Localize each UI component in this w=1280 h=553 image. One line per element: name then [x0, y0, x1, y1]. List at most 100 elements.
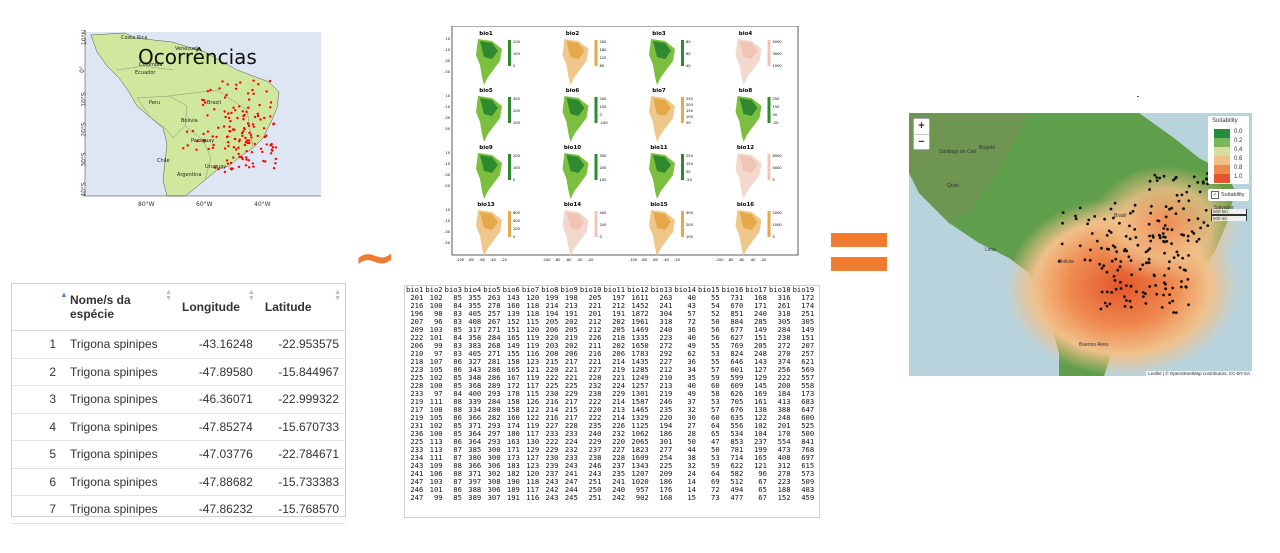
bioclim-cell: 781	[730, 445, 744, 454]
zoom-control: + −	[913, 118, 930, 150]
table-row[interactable]: 1 Trigona spinipes -43.16248 -22.953575	[12, 330, 345, 359]
bioclim-cell: 199	[753, 445, 767, 454]
bioclim-cell: 558	[801, 381, 815, 390]
suitability-point	[1162, 235, 1165, 239]
suitability-point	[1098, 262, 1102, 266]
bioclim-cell: 250	[588, 485, 602, 494]
suitability-point	[1118, 221, 1121, 225]
zoom-in-button[interactable]: +	[914, 119, 929, 135]
bioclim-cell: 40	[687, 333, 697, 342]
bioclim-cell: 1062	[631, 429, 649, 438]
suitability-point	[1087, 218, 1091, 222]
table-row[interactable]: 5 Trigona spinipes -47.03776 -22.784671	[12, 440, 345, 469]
bioclim-cell: 240	[612, 485, 626, 494]
bioclim-panel: bio3 80 60 40	[649, 31, 691, 85]
bioclim-panel-title: bio14	[564, 202, 581, 208]
suitability-point	[1147, 257, 1151, 261]
column-header-latitude[interactable]: Latitude ▲ ▼	[258, 284, 345, 331]
bioclim-cell: 473	[777, 445, 791, 454]
suitability-map[interactable]: Santiago de Cali Bogotá Quito Lima Brasil Bol…	[909, 113, 1252, 376]
column-header-longitude[interactable]: Longitude ▲ ▼	[176, 284, 259, 331]
bioclim-x-tick: -20	[588, 258, 595, 262]
bioclim-cell: 86	[453, 485, 462, 494]
table-cell-lat: -22.953575	[258, 330, 345, 359]
table-row[interactable]: 6 Trigona spinipes -47.88682 -15.733383	[12, 468, 345, 496]
bioclim-cell: 123	[526, 461, 540, 470]
occurrence-map-title: Ocorrências	[138, 45, 257, 69]
column-header-species[interactable]: Nome/s da espécie ▲ ▼	[64, 284, 176, 331]
suitability-point	[1168, 293, 1171, 296]
sort-icon[interactable]: ▲ ▼	[247, 289, 255, 302]
occurrence-point	[232, 156, 235, 159]
table-row[interactable]: 3 Trigona spinipes -46.36071 -22.999322	[12, 385, 345, 414]
bioclim-cell: 408	[777, 453, 791, 462]
suitability-point	[1158, 234, 1162, 238]
bioclim-cell: 86	[453, 365, 462, 374]
sort-icon[interactable]: ▲ ▼	[165, 289, 172, 302]
bioclim-cell: 1257	[631, 381, 649, 390]
occurrence-point	[268, 79, 272, 83]
bioclim-cell: 171	[753, 301, 767, 310]
table-row[interactable]: 2 Trigona spinipes -47.89580 -15.844967	[12, 358, 345, 386]
bioclim-cell: 64	[711, 421, 720, 430]
table-row[interactable]: 4 Trigona spinipes -47.85274 -15.670733	[12, 413, 345, 441]
bioclim-cell: 1872	[631, 309, 649, 318]
bioclim-legend-tick: 50	[686, 170, 691, 174]
bioclim-cell: 216	[410, 301, 424, 310]
bioclim-grid-svg: bio12001000bio220016012080bio3806040bio4…	[444, 25, 799, 262]
layer-control[interactable]: ✓ Suitability	[1208, 189, 1249, 201]
suitability-point	[1074, 214, 1077, 218]
suitability-point	[1113, 245, 1117, 249]
bioclim-cell: 127	[526, 453, 540, 462]
bioclim-map-shade	[653, 41, 671, 59]
bioclim-y-tick: 10	[445, 208, 450, 212]
bioclim-cell: 233	[564, 429, 578, 438]
bioclim-legend-tick: 50	[773, 113, 778, 117]
bioclim-column-header: bio15	[698, 285, 720, 294]
bioclim-cell: 196	[410, 309, 424, 318]
table-cell-lon: -47.85274	[176, 413, 259, 441]
suitability-point	[1180, 280, 1183, 283]
occurrence-point	[262, 159, 265, 163]
bioclim-cell: 405	[468, 309, 482, 318]
suitability-point	[1148, 247, 1152, 251]
zoom-out-button[interactable]: −	[918, 136, 925, 148]
sort-ascending-icon[interactable]: ▲	[60, 290, 68, 299]
suitability-point	[1102, 264, 1106, 268]
bioclim-column-header: bio19	[792, 285, 815, 294]
bioclim-cell: 55	[711, 341, 720, 350]
bioclim-panel: bio11 250 150 50 -50	[649, 145, 694, 199]
bioclim-y-tick: -50	[444, 70, 451, 74]
table-row[interactable]: 7 Trigona spinipes -47.86232 -15.768570	[12, 495, 345, 524]
sort-icon[interactable]: ▲ ▼	[334, 289, 341, 302]
suitability-point	[1135, 290, 1138, 294]
occurrence-point	[191, 129, 195, 133]
column-header-index[interactable]: ▲	[12, 284, 68, 331]
bioclim-legend-tick: 200	[513, 154, 521, 158]
bioclim-cell: 223	[777, 477, 791, 486]
map-attribution[interactable]: Leaflet | © OpenStreetMap contributors, …	[1146, 371, 1252, 376]
bioclim-cell: 1587	[631, 397, 649, 406]
bioclim-cell: 884	[730, 317, 744, 326]
bioclim-cell: 107	[429, 357, 443, 366]
bioclim-cell: 88	[453, 469, 462, 478]
bioclim-cell: 219	[410, 413, 424, 422]
bioclim-legend-bar	[767, 40, 771, 66]
occurrence-point	[238, 138, 241, 141]
suitability-point	[1186, 239, 1190, 242]
bioclim-cell: 208	[545, 349, 559, 358]
occurrence-point	[242, 114, 245, 118]
legend-tick: 0.0	[1234, 129, 1243, 135]
bioclim-cell: 102	[753, 421, 767, 430]
occurrence-point	[209, 88, 212, 92]
suitability-point	[1172, 256, 1176, 259]
bioclim-cell: 233	[545, 429, 559, 438]
bioclim-cell: 305	[801, 317, 815, 326]
bioclim-row: 228 100 85 368 289 172 117 225 225 232 224 1257 213 4…	[405, 382, 815, 390]
bioclim-cell: 289	[487, 381, 501, 390]
bioclim-cell: 364	[468, 437, 482, 446]
suitability-point	[1118, 265, 1122, 269]
table-cell-n: 7	[12, 495, 64, 524]
layer-checkbox[interactable]: ✓	[1211, 191, 1219, 199]
bioclim-legend-tick: 8000	[773, 154, 783, 158]
